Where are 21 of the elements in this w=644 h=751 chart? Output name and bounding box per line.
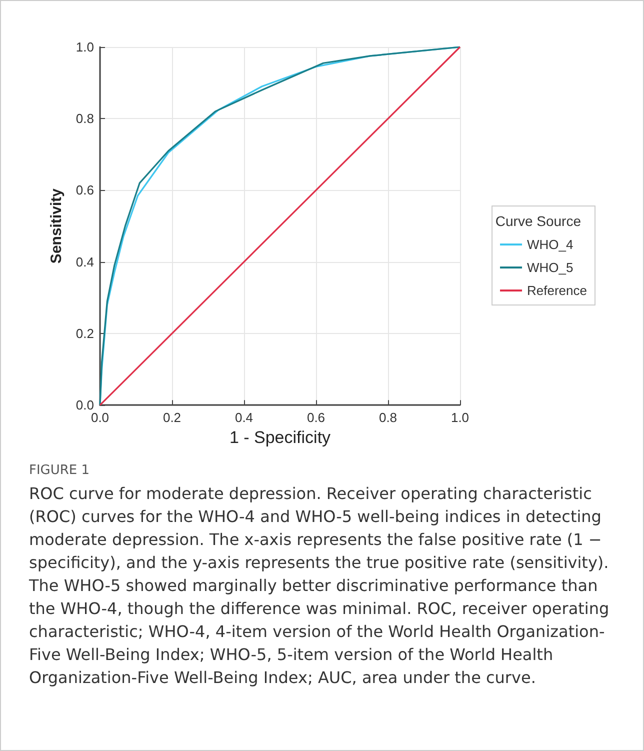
x-tick-label: 0.2 (162, 410, 182, 426)
x-tick-label: 0.6 (306, 410, 326, 426)
x-axis-title: 1 - Specificity (229, 428, 332, 447)
legend-label: Reference (527, 283, 588, 298)
x-tick-label: 1.0 (450, 410, 470, 426)
line-series (99, 46, 461, 406)
y-tick-label: 0.2 (76, 326, 94, 341)
y-tick-label: 0.4 (76, 254, 94, 270)
y-tick-label: 1.0 (76, 40, 94, 54)
x-tick-label: 0.0 (90, 410, 110, 426)
y-tick-label: 0.6 (76, 182, 94, 198)
y-tick-label: 0.0 (76, 398, 94, 413)
x-tick-label: 0.8 (378, 410, 398, 426)
x-tick-label: 0.4 (234, 410, 254, 426)
legend-title: Curve Source (495, 213, 582, 229)
caption: FIGURE 1 (29, 463, 91, 478)
y-axis-title: Sensitivity (48, 188, 65, 264)
y-tick-label: 0.8 (76, 111, 94, 126)
text: ROC curve for moderate depression. Receiver operating characteristic (ROC) curves for the WHO-4 and WHO-5 well-being indices in detecting moderate depression. The x-axis represents the false positive rate (1 − specificity), and the y-axis represents the true positive rate (sensitivity). The WHO-5 showed marginally better discriminative performance than the WHO-4, though the difference was minimal. ROC, receiver operating characteristic; WHO-4, 4-item version of the World Health Organization-Five Well-Being Index; WHO-5, 5-item version of the World Health Organization-Five Well-Being Index; AUC, area under the curve. (29, 484, 610, 687)
legend-label: WHO_5 (527, 260, 574, 275)
legend-label: WHO_4 (527, 237, 574, 252)
